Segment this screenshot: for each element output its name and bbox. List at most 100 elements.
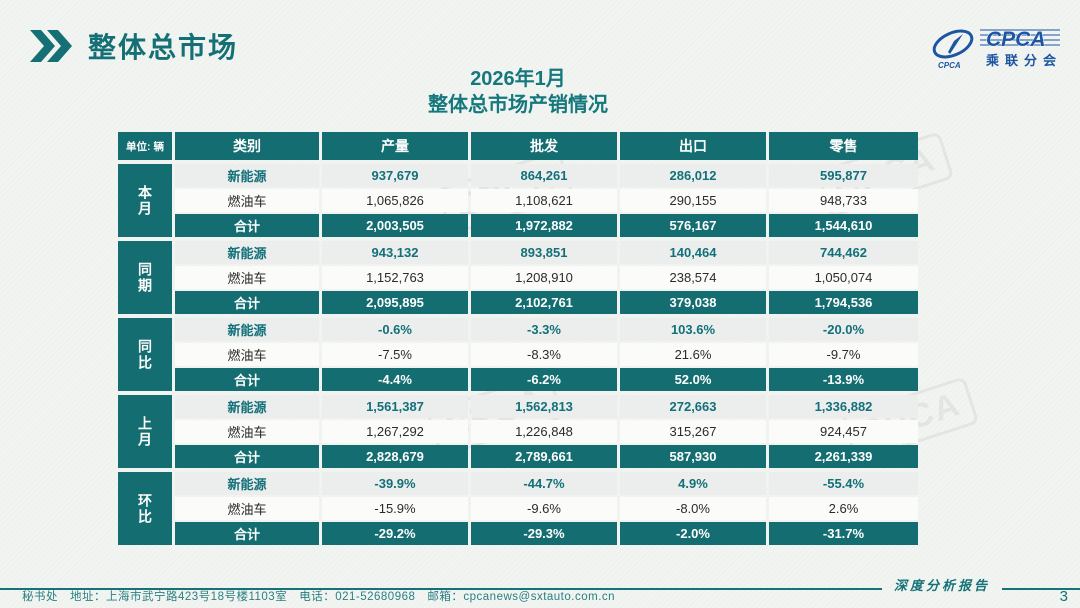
footer-line xyxy=(0,587,882,590)
table-cell: -8.3% xyxy=(471,343,617,366)
table-group-yoy: 同比 新能源 -0.6% -3.3% 103.6% -20.0% 燃油车 -7.… xyxy=(118,318,918,391)
table-group-same-period: 同期 新能源 943,132 893,851 140,464 744,462 燃… xyxy=(118,241,918,314)
table-cell: 1,561,387 xyxy=(322,395,468,418)
row-group-label: 环比 xyxy=(118,472,172,545)
table-cell: 140,464 xyxy=(620,241,766,264)
page-number: 3 xyxy=(1059,588,1068,605)
table-cell: 595,877 xyxy=(769,164,918,187)
table-cell: 2,828,679 xyxy=(322,445,468,468)
table-cell: 1,065,826 xyxy=(322,189,468,212)
table-group-last-month: 上月 新能源 1,561,387 1,562,813 272,663 1,336… xyxy=(118,395,918,468)
row-category: 合计 xyxy=(175,214,319,237)
page-title: 整体总市场 xyxy=(88,32,239,63)
row-group-label: 本月 xyxy=(118,164,172,237)
double-chevron-icon xyxy=(30,30,72,62)
row-category: 燃油车 xyxy=(175,343,319,366)
table-group-current-month: 本月 新能源 937,679 864,261 286,012 595,877 燃… xyxy=(118,164,918,237)
table-cell: 1,794,536 xyxy=(769,291,918,314)
row-group-label-text: 上月 xyxy=(137,415,153,448)
row-category: 合计 xyxy=(175,522,319,545)
table-cell: -6.2% xyxy=(471,368,617,391)
col-header-production: 产量 xyxy=(322,132,468,160)
table-cell: 1,050,074 xyxy=(769,266,918,289)
table-cell: -4.4% xyxy=(322,368,468,391)
table-cell: -9.6% xyxy=(471,497,617,520)
table-cell: 286,012 xyxy=(620,164,766,187)
report-tag: 深度分析报告 xyxy=(893,578,990,593)
row-category: 燃油车 xyxy=(175,420,319,443)
table-cell: 238,574 xyxy=(620,266,766,289)
table-cell: 2,003,505 xyxy=(322,214,468,237)
table-cell: 587,930 xyxy=(620,445,766,468)
table-row-total: 合计 2,828,679 2,789,661 587,930 2,261,339 xyxy=(175,445,918,468)
table-cell: 21.6% xyxy=(620,343,766,366)
table-cell: 103.6% xyxy=(620,318,766,341)
row-category: 燃油车 xyxy=(175,189,319,212)
table-cell: 1,226,848 xyxy=(471,420,617,443)
table-cell: -44.7% xyxy=(471,472,617,495)
table-row: 燃油车 1,065,826 1,108,621 290,155 948,733 xyxy=(175,189,918,212)
table-cell: 1,544,610 xyxy=(769,214,918,237)
table-cell: 1,336,882 xyxy=(769,395,918,418)
row-category: 新能源 xyxy=(175,164,319,187)
row-category: 合计 xyxy=(175,291,319,314)
table-cell: 272,663 xyxy=(620,395,766,418)
logo-swoosh xyxy=(948,30,963,54)
table-cell: 1,562,813 xyxy=(471,395,617,418)
table-cell: 924,457 xyxy=(769,420,918,443)
table-title-line1: 2026年1月 xyxy=(470,68,566,90)
table-cell: -29.2% xyxy=(322,522,468,545)
table-cell: 2,261,339 xyxy=(769,445,918,468)
table-cell: -7.5% xyxy=(322,343,468,366)
table-row-total: 合计 -29.2% -29.3% -2.0% -31.7% xyxy=(175,522,918,545)
col-header-wholesale: 批发 xyxy=(471,132,617,160)
table-row-total: 合计 2,095,895 2,102,761 379,038 1,794,536 xyxy=(175,291,918,314)
table-title: 2026年1月 整体总市场产销情况 xyxy=(78,66,958,118)
table-cell: 2,102,761 xyxy=(471,291,617,314)
table-cell: 2,789,661 xyxy=(471,445,617,468)
footer-contact-text: 秘书处 地址：上海市武宁路423号18号楼1103室 电话：021-526809… xyxy=(22,591,616,603)
row-category: 新能源 xyxy=(175,472,319,495)
table-header-row: 单位: 辆 类别 产量 批发 出口 零售 xyxy=(118,132,918,160)
table-cell: -8.0% xyxy=(620,497,766,520)
col-header-retail: 零售 xyxy=(769,132,918,160)
table-cell: 744,462 xyxy=(769,241,918,264)
table-cell: 290,155 xyxy=(620,189,766,212)
table-cell: 1,267,292 xyxy=(322,420,468,443)
row-category: 新能源 xyxy=(175,395,319,418)
table-row: 燃油车 -15.9% -9.6% -8.0% 2.6% xyxy=(175,497,918,520)
table-cell: 4.9% xyxy=(620,472,766,495)
table-title-line2: 整体总市场产销情况 xyxy=(428,94,608,116)
table-cell: 948,733 xyxy=(769,189,918,212)
table-cell: 52.0% xyxy=(620,368,766,391)
table-cell: -15.9% xyxy=(322,497,468,520)
unit-label: 单位: 辆 xyxy=(118,132,172,160)
table-cell: 1,208,910 xyxy=(471,266,617,289)
row-group-label-text: 同比 xyxy=(137,338,153,371)
col-header-category: 类别 xyxy=(175,132,319,160)
logo-subtitle: 乘联分会 xyxy=(985,53,1062,68)
table-row-total: 合计 2,003,505 1,972,882 576,167 1,544,610 xyxy=(175,214,918,237)
row-group-label: 同期 xyxy=(118,241,172,314)
table-cell: -20.0% xyxy=(769,318,918,341)
table-cell: 2.6% xyxy=(769,497,918,520)
table-cell: -55.4% xyxy=(769,472,918,495)
table-cell: 1,108,621 xyxy=(471,189,617,212)
table-cell: 379,038 xyxy=(620,291,766,314)
table-cell: 864,261 xyxy=(471,164,617,187)
table-group-mom: 环比 新能源 -39.9% -44.7% 4.9% -55.4% 燃油车 -15… xyxy=(118,472,918,545)
table-row: 燃油车 1,152,763 1,208,910 238,574 1,050,07… xyxy=(175,266,918,289)
table-cell: -9.7% xyxy=(769,343,918,366)
row-group-label-text: 本月 xyxy=(137,184,153,217)
table-cell: 1,152,763 xyxy=(322,266,468,289)
table-row-total: 合计 -4.4% -6.2% 52.0% -13.9% xyxy=(175,368,918,391)
table-row: 新能源 1,561,387 1,562,813 272,663 1,336,88… xyxy=(175,395,918,418)
table-cell: -29.3% xyxy=(471,522,617,545)
table-row: 新能源 937,679 864,261 286,012 595,877 xyxy=(175,164,918,187)
cpca-logo: CPCA CPCA 乘联分会 xyxy=(932,28,1062,70)
footer-rule: 深度分析报告 xyxy=(0,578,1080,598)
table-row: 燃油车 1,267,292 1,226,848 315,267 924,457 xyxy=(175,420,918,443)
table-row: 新能源 -0.6% -3.3% 103.6% -20.0% xyxy=(175,318,918,341)
logo-brand-text: CPCA xyxy=(986,28,1046,51)
row-category: 合计 xyxy=(175,445,319,468)
